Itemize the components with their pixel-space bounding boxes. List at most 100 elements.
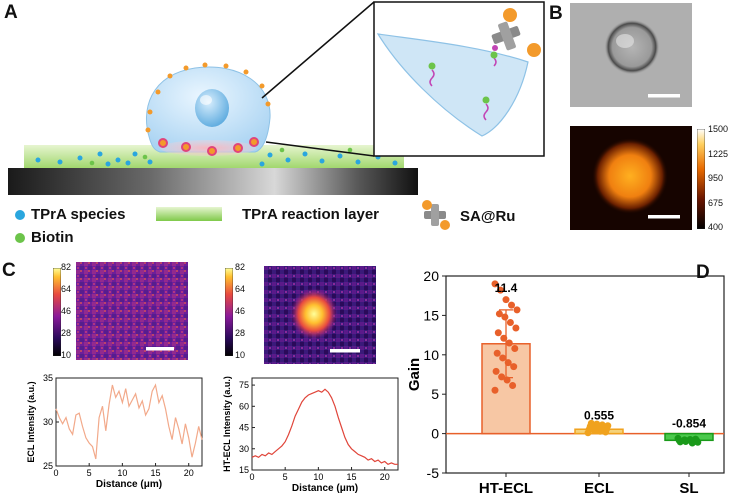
sa-ru-dots-cell bbox=[145, 62, 271, 133]
chart-d-point-0-6 bbox=[504, 359, 512, 367]
chart-d-value-label-0: 11.4 bbox=[495, 281, 518, 295]
chart-d-point-2-9 bbox=[694, 438, 702, 446]
chart-d-point-0-2 bbox=[503, 376, 511, 384]
chart-c-left-xtick-label-0: 0 bbox=[53, 468, 58, 478]
legend-biotin-icon bbox=[15, 233, 25, 243]
chart-c-left-xtick-label-4: 20 bbox=[184, 468, 194, 478]
chart-d-value-label-1: 0.555 bbox=[584, 408, 614, 422]
scale-bar-b-bottom bbox=[648, 215, 680, 219]
chart-d-value-label-2: -0.854 bbox=[672, 417, 706, 431]
chart-c-left-ytick-label-1: 30 bbox=[43, 417, 53, 427]
chart-c-left-xtick-label-3: 15 bbox=[151, 468, 161, 478]
colorbar-c-left-tick-4: 10 bbox=[61, 350, 72, 360]
legend-sa-ru-icon bbox=[422, 200, 450, 230]
chart-c-right-ytick-label-3: 60 bbox=[239, 401, 249, 411]
chart-c-left-series-line bbox=[55, 383, 203, 460]
chart-d-point-0-18 bbox=[508, 301, 515, 309]
panel-b-ecl-image bbox=[570, 126, 692, 230]
colorbar-b bbox=[697, 129, 705, 229]
panel-c-left-ecl-image bbox=[76, 262, 188, 360]
panel-label-d: D bbox=[696, 262, 710, 283]
chart-c-left-ytick-label-0: 25 bbox=[43, 461, 53, 471]
chart-d-point-0-17 bbox=[513, 306, 521, 314]
chart-c-right-xtick-label-1: 5 bbox=[283, 472, 288, 482]
biotin-linkers bbox=[429, 57, 497, 121]
chart-c-right-xtick-label-0: 0 bbox=[249, 472, 254, 482]
colorbar-b-tick-0: 1500 bbox=[708, 124, 729, 134]
biotin-dots-zoom bbox=[428, 51, 498, 104]
colorbar-c-right-tick-3: 28 bbox=[235, 328, 246, 338]
chart-c-right-ylabel: HT-ECL Intensity (a.u.) bbox=[222, 376, 232, 472]
scale-bar-c-left bbox=[146, 347, 174, 351]
chart-d-frame bbox=[445, 275, 725, 474]
colorbar-b-tick-2: 950 bbox=[708, 173, 724, 183]
chart-d-point-0-16 bbox=[495, 310, 503, 318]
colorbar-c-left-tick-1: 64 bbox=[61, 284, 72, 294]
chart-d-ytick-label-2: 5 bbox=[431, 386, 439, 402]
chart-d-point-0-8 bbox=[493, 349, 501, 357]
legend-sa-ru: SA@Ru bbox=[460, 208, 516, 225]
chart-c-left-xtick-label-1: 5 bbox=[87, 468, 92, 478]
panel-b-brightfield-image bbox=[570, 3, 692, 107]
chart-d-point-0-3 bbox=[498, 373, 506, 381]
colorbar-c-right-tick-2: 46 bbox=[235, 306, 246, 316]
colorbar-c-right-tick-0: 82 bbox=[235, 262, 246, 272]
chart-d-point-0-4 bbox=[492, 367, 500, 375]
colorbar-c-right bbox=[225, 268, 233, 356]
chart-c-right-ytick-label-0: 15 bbox=[239, 465, 249, 475]
legend-reaction-layer-icon bbox=[156, 207, 222, 221]
tpra-species-dots bbox=[35, 151, 398, 167]
chart-c-right-xlabel: Distance (μm) bbox=[292, 483, 358, 494]
chart-d-ytick-label-3: 10 bbox=[423, 347, 439, 363]
panel-label-a: A bbox=[4, 2, 18, 23]
chart-d-ytick-label-1: 0 bbox=[431, 426, 439, 442]
ecl-sites bbox=[158, 137, 259, 156]
chart-d-ylabel: Gain bbox=[406, 358, 423, 391]
chart-d-ytick-label-5: 20 bbox=[423, 268, 439, 284]
chart-d-point-0-15 bbox=[501, 313, 509, 321]
legend-reaction-layer: TPrA reaction layer bbox=[242, 206, 379, 223]
chart-d-point-2-10 bbox=[688, 439, 696, 447]
chart-d-bar-0 bbox=[481, 343, 531, 435]
chart-d-point-1-12 bbox=[587, 419, 595, 427]
chart-c-right-ytick-label-4: 75 bbox=[239, 380, 249, 390]
sa-ru-complex-zoom bbox=[491, 8, 541, 57]
membrane-section bbox=[376, 33, 529, 137]
chart-d-point-0-9 bbox=[511, 344, 519, 352]
chart-d-point-0-7 bbox=[499, 354, 507, 362]
chart-c-left-ylabel: ECL Intensity (a.u.) bbox=[26, 381, 36, 462]
colorbar-b-tick-1: 1225 bbox=[708, 149, 729, 159]
legend-tpra-species: TPrA species bbox=[31, 206, 126, 223]
chart-d-point-0-13 bbox=[512, 324, 520, 332]
chart-d-category-label-2: SL bbox=[679, 480, 698, 497]
panel-a-schematic bbox=[8, 1, 545, 195]
biotin-dots-layer bbox=[89, 147, 353, 166]
chart-d-point-0-14 bbox=[506, 318, 514, 326]
chart-d-point-0-11 bbox=[500, 334, 508, 342]
chart-d-point-1-11 bbox=[593, 420, 601, 428]
chart-d-point-0-0 bbox=[491, 386, 499, 394]
scale-bar-b-top bbox=[648, 94, 680, 98]
chart-c-left-ytick-label-2: 35 bbox=[43, 373, 53, 383]
chart-d-point-2-7 bbox=[682, 437, 690, 445]
panel-c-right-ht-ecl-image bbox=[264, 266, 376, 364]
chart-c-left-xlabel: Distance (μm) bbox=[96, 479, 162, 490]
panel-label-b: B bbox=[549, 3, 563, 24]
chart-d-category-label-1: ECL bbox=[584, 480, 614, 497]
electrode bbox=[8, 168, 418, 195]
chart-d-ytick-label-4: 15 bbox=[423, 307, 439, 323]
chart-d-ytick-label-0: -5 bbox=[427, 465, 440, 481]
colorbar-b-tick-3: 675 bbox=[708, 198, 724, 208]
chart-c-right-xtick-label-3: 15 bbox=[347, 472, 357, 482]
chart-c-right-frame bbox=[251, 377, 399, 471]
chart-d-point-0-19 bbox=[502, 296, 510, 304]
colorbar-b-tick-4: 400 bbox=[708, 222, 724, 232]
legend-biotin: Biotin bbox=[31, 229, 74, 246]
colorbar-c-right-tick-1: 64 bbox=[235, 284, 246, 294]
chart-c-right-ht-ecl-profile: 0 5 10 15 20 15 30 45 60 75 Distance (μm) HT-ECL In… bbox=[222, 376, 399, 494]
chart-c-right-xtick-label-4: 20 bbox=[380, 472, 390, 482]
chart-d-point-0-10 bbox=[505, 339, 513, 347]
chart-d-point-2-8 bbox=[676, 438, 684, 446]
chart-d-gain: -5 0 5 10 15 20 Gain 11.4 HT-ECL 0.555 ECL -0.854 SL bbox=[406, 268, 725, 497]
chart-d-point-1-10 bbox=[598, 421, 606, 429]
